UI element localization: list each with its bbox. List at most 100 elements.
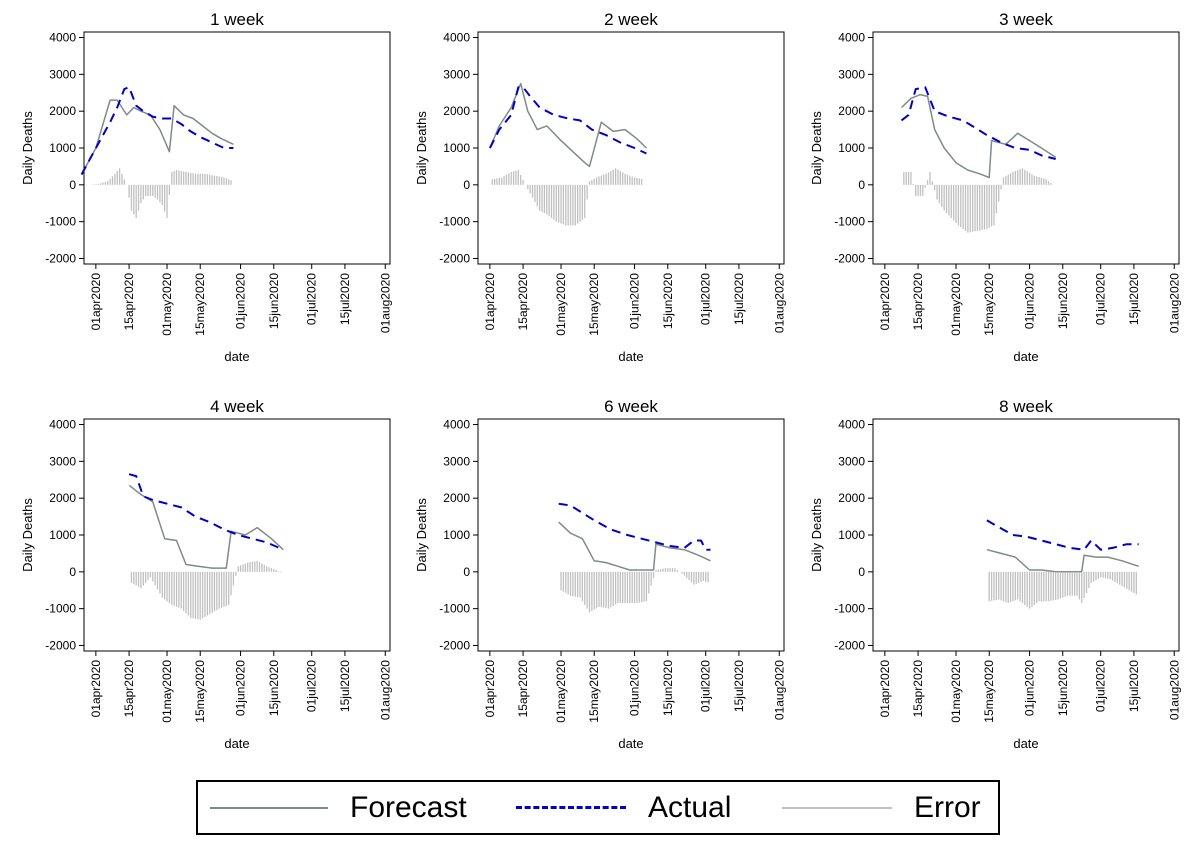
y-tick-label: 1000 [838,528,865,542]
y-tick-label: 2000 [443,104,470,118]
error-bars [130,560,282,620]
panel-title: 1 week [210,10,264,29]
x-tick-label: 01jun2020 [234,273,248,329]
x-tick-label: 15jun2020 [1056,660,1070,716]
y-tick-label: 1000 [49,528,76,542]
y-tick-label: -2000 [834,638,865,652]
forecast-line [900,93,1057,179]
y-tick-label: 2000 [838,491,865,505]
actual-line [489,86,647,155]
x-tick-label: 01aug2020 [378,273,392,333]
x-tick-label: 15jun2020 [267,660,281,716]
x-axis-label: date [1013,736,1038,751]
figure: 1 week 4000 3000 2000 1000 0 -1000 -2000 01apr20… [20,10,1181,751]
legend-item-error: Error [782,782,981,833]
y-tick-label: -1000 [45,602,76,616]
x-tick-label: 01aug2020 [1167,660,1181,720]
y-tick-label: -1000 [834,215,865,229]
legend-item-actual: Actual [516,782,731,833]
x-tick-label: 01jun2020 [1023,273,1037,329]
x-tick-label: 01apr2020 [878,273,892,331]
y-tick-label: -2000 [439,638,470,652]
x-tick-label: 01aug2020 [772,273,786,333]
x-tick-label: 15apr2020 [911,660,925,718]
x-tick-label: 15may2020 [193,660,207,723]
error-bars [903,168,1052,233]
x-axis-label: date [618,736,643,751]
panel-title: 4 week [210,397,264,416]
x-tick-label: 15jul2020 [338,660,352,712]
x-tick-label: 15may2020 [193,273,207,336]
x-tick-label: 01jun2020 [628,273,642,329]
x-tick-label: 01jul2020 [699,273,713,325]
panel-6: 8 week 4000 3000 2000 1000 0 -1000 -2000 01apr20… [809,397,1181,751]
x-tick-label: 15apr2020 [122,273,136,331]
y-tick-label: 3000 [443,67,470,81]
actual-line [986,519,1139,551]
x-tick-label: 15jul2020 [732,660,746,712]
y-tick-label: 4000 [49,31,76,45]
error-bars [988,571,1137,609]
legend-swatch-actual [516,806,626,809]
y-tick-label: -2000 [439,251,470,265]
y-axis-label: Daily Deaths [809,111,824,185]
y-tick-label: 2000 [49,491,76,505]
y-tick-label: 3000 [49,454,76,468]
x-tick-label: 01jul2020 [305,660,319,712]
x-tick-label: 01apr2020 [89,660,103,718]
plot-frame [872,418,1180,652]
x-tick-label: 01jun2020 [1023,660,1037,716]
forecast-line [489,82,647,168]
y-tick-label: 2000 [838,104,865,118]
actual-line [900,86,1056,160]
x-tick-label: 01may2020 [554,660,568,723]
x-tick-label: 15jun2020 [661,660,675,716]
forecast-line [80,99,234,175]
x-tick-label: 01may2020 [949,273,963,336]
panel-4: 4 week 4000 3000 2000 1000 0 -1000 -2000 01apr20… [20,397,392,751]
x-tick-label: 01may2020 [160,273,174,336]
forecast-line [558,521,711,571]
plot-frame [477,31,785,265]
y-tick-label: 3000 [838,67,865,81]
y-tick-label: 2000 [443,491,470,505]
x-axis-label: date [224,736,249,751]
x-tick-label: 15apr2020 [911,273,925,331]
x-tick-label: 15apr2020 [122,660,136,718]
x-tick-label: 01aug2020 [772,660,786,720]
y-tick-label: 0 [858,178,865,192]
legend: Forecast Actual Error [196,780,1000,835]
plot-frame [83,31,391,265]
y-tick-label: -1000 [439,602,470,616]
y-tick-label: -2000 [834,251,865,265]
x-tick-label: 01may2020 [160,660,174,723]
y-tick-label: 1000 [838,141,865,155]
x-tick-label: 15jun2020 [661,273,675,329]
y-axis-label: Daily Deaths [414,111,429,185]
panel-title: 3 week [999,10,1053,29]
panel-5: 6 week 4000 3000 2000 1000 0 -1000 -2000 01apr20… [414,397,786,751]
y-tick-label: 2000 [49,104,76,118]
legend-label-error: Error [914,790,981,824]
x-tick-label: 15jul2020 [1127,273,1141,325]
x-tick-label: 15apr2020 [516,273,530,331]
x-tick-label: 01apr2020 [89,273,103,331]
legend-label-forecast: Forecast [350,790,467,824]
x-axis-label: date [1013,349,1038,364]
plot-frame [872,31,1180,265]
x-tick-label: 15may2020 [982,660,996,723]
plot-frame [83,418,391,652]
error-bars [90,168,232,218]
x-tick-label: 15apr2020 [516,660,530,718]
y-tick-label: -1000 [439,215,470,229]
actual-line [558,502,711,551]
y-tick-label: 3000 [443,454,470,468]
actual-line [128,473,284,551]
y-tick-label: 0 [463,178,470,192]
y-axis-label: Daily Deaths [20,111,35,185]
panel-2: 2 week 4000 3000 2000 1000 0 -1000 -2000 01apr20… [414,10,786,364]
y-tick-label: 1000 [443,528,470,542]
actual-line [80,86,234,175]
x-tick-label: 15may2020 [587,273,601,336]
x-tick-label: 01jul2020 [1094,660,1108,712]
